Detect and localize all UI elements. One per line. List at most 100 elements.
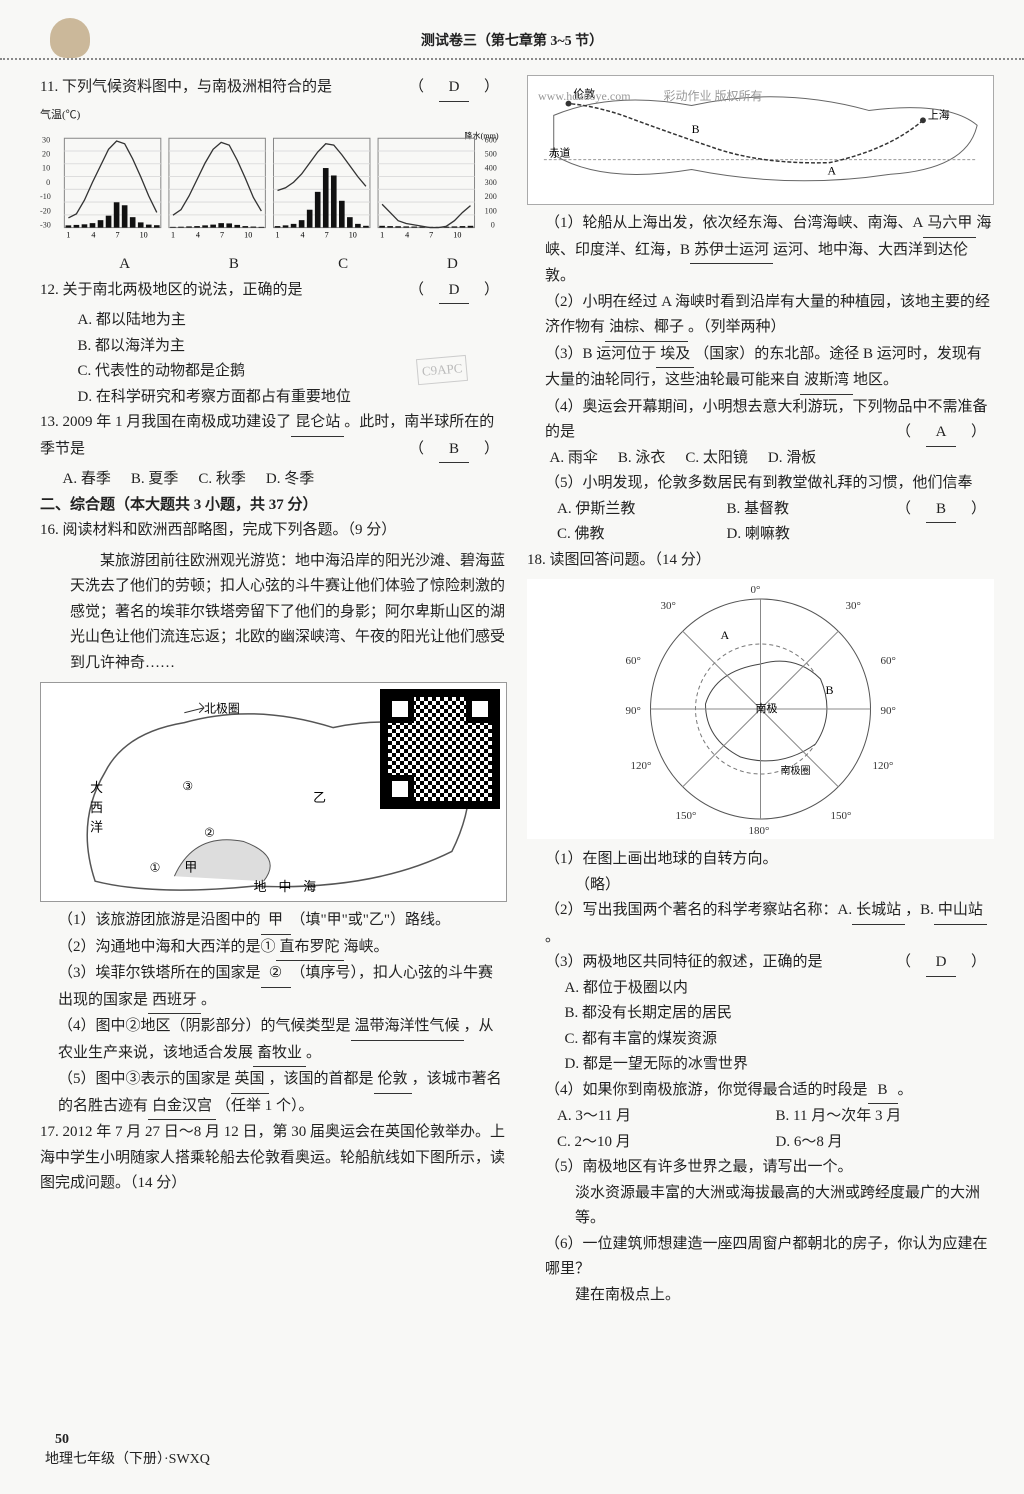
q17-sub5: （5）小明发现，伦敦多数居民有到教堂做礼拜的习惯，他们信奉 （ B ） [527,471,994,497]
svg-text:4: 4 [405,231,409,240]
q16s4-t3: 。 [306,1045,321,1061]
svg-text:150°: 150° [831,810,852,822]
svg-text:-10: -10 [40,192,51,201]
q13-station: 昆仑站 [291,410,344,437]
q16-passage: 某旅游团前往欧洲观光游览：地中海沿岸的阳光沙滩、碧海蓝天洗去了他们的劳顿；扣人心… [40,549,507,677]
q16s3-t3: 。 [201,992,216,1008]
q13-opt-d: D. 冬季 [266,467,314,493]
q11-charts: 302010 0-10-20-30 600500400 3002001000 降… [40,128,507,248]
svg-text:20: 20 [42,150,50,159]
q18s4-d: D. 6～8 月 [776,1130,995,1156]
q18-sub6: （6）一位建筑师想建造一座四周窗户都朝北的房子，你认为应建在哪里？ 建在南极点上… [527,1232,994,1309]
svg-text:中: 中 [278,880,291,894]
q17s1-a1: 马六甲 [923,211,976,238]
q17s4-a: A. 雨伞 [550,446,598,472]
svg-text:-20: -20 [40,207,51,216]
q13-stem1: 13. 2009 年 1 月我国在南极成功建设了 [40,414,291,430]
left-column: 11. 下列气候资料图中，与南极洲相符合的是 （ D ） 气温(℃) 30201… [40,75,507,1308]
map-atlantic: 大 [90,781,103,795]
q17-sub3: （3）B 运河位于埃及（国家）的东北部。途径 B 运河时，发现有大量的油轮同行，… [527,342,994,395]
q11-ylabel: 气温(℃) [40,106,507,125]
q17s4-ans: A [926,420,956,447]
svg-text:30°: 30° [661,600,676,612]
q17s5-c: C. 佛教 [557,522,726,548]
q18s2-t1: （2）写出我国两个著名的科学考察站名称：A. [545,902,852,918]
svg-text:120°: 120° [631,760,652,772]
q17s2-a: 油棕、椰子 [605,315,688,342]
world-route-map: www.hdzuoye.com 彩动作业 版权所有 赤道 上海 伦敦 A B [527,75,994,205]
q13-opt-a: A. 春季 [63,467,111,493]
header-title: 测试卷三（第七章第 3~5 节） [421,30,603,54]
q18s4-t2: 。 [898,1082,913,1098]
q17s3-a2: 波斯湾 [800,368,853,395]
polar-center: 南极 [756,701,778,715]
q17s2-t2: 。（列举两种） [688,319,786,335]
svg-text:0°: 0° [751,584,761,596]
q18s2-a1: 长城站 [852,898,905,925]
q17-sub4: （4）奥运会开幕期间，小明想去意大利游玩，下列物品中不需准备的是 （ A ） [527,395,994,446]
q18-sub3: （3）两极地区共同特征的叙述，正确的是 （ D ） [527,950,994,976]
q18s1-ans: （略） [545,873,994,899]
q12-answer: D [439,278,469,305]
wm2: 彩动作业 版权所有 [664,89,763,103]
svg-text:60°: 60° [881,655,896,667]
q13: 13. 2009 年 1 月我国在南极成功建设了昆仑站。此时，南半球所在的季节是… [40,410,507,462]
q16-sub1: （1）该旅游团旅游是沿图中的甲（填"甲"或"乙"）路线。 [40,908,507,935]
mascot-icon [50,18,90,58]
svg-text:1: 1 [171,231,175,240]
svg-text:7: 7 [115,231,119,240]
q16s1-ans: 甲 [261,908,291,935]
q12-opt-c-wrap: C. 代表性的动物都是企鹅 C9APC [78,359,508,385]
q18s6-t: （6）一位建筑师想建造一座四周窗户都朝北的房子，你认为应建在哪里？ [545,1232,994,1283]
q11-stem: 11. 下列气候资料图中，与南极洲相符合的是 [40,79,332,95]
q17s5-t1: （5）小明发现，伦敦多数居民有到教堂做礼拜的习惯，他们信奉 [545,475,973,491]
svg-text:500: 500 [485,150,497,159]
q16s3-t1: （3）埃菲尔铁塔所在的国家是 [58,965,261,981]
polar-a: A [721,628,730,642]
q18s2-t3: 。 [545,929,560,945]
q16s5-a3: 白金汉宫 [148,1094,216,1121]
q13-opt-c: C. 秋季 [198,467,246,493]
q17s5-b: B. 基督教 [726,497,895,523]
map-equator: 赤道 [549,146,571,160]
svg-text:150°: 150° [676,810,697,822]
svg-text:B: B [692,122,700,136]
q17s5-d: D. 喇嘛教 [726,522,895,548]
q17s4-c: C. 太阳镜 [685,446,748,472]
q17s1-a2: 苏伊士运河 [690,238,773,265]
section2-title: 二、综合题（本大题共 3 小题，共 37 分） [40,493,507,519]
qr-code [380,689,500,809]
svg-text:②: ② [204,826,215,840]
svg-text:7: 7 [325,231,329,240]
chart-label-b: B [179,252,288,278]
q18s4-opts: A. 3～11 月 B. 11 月～次年 3 月 C. 2～10 月 D. 6～… [527,1104,994,1155]
q16-sub3: （3）埃菲尔铁塔所在的国家是②（填序号），扣人心弦的斗牛赛出现的国家是西班牙。 [40,961,507,1014]
svg-text:100: 100 [485,207,497,216]
svg-text:10: 10 [140,231,148,240]
q12-opt-d: D. 在科学研究和考察方面都占有重要地位 [78,385,508,411]
q17s4-d: D. 滑板 [768,446,816,472]
svg-text:西: 西 [90,801,103,815]
svg-text:洋: 洋 [90,821,103,835]
svg-text:30°: 30° [846,600,861,612]
footer-book: 地理七年级（下册）·SWXQ [45,1448,210,1472]
q18s3-t: （3）两极地区共同特征的叙述，正确的是 [545,954,823,970]
q18s3-d: D. 都是一望无际的冰雪世界 [565,1052,995,1078]
svg-text:4: 4 [91,231,95,240]
svg-text:1: 1 [276,231,280,240]
svg-text:0: 0 [491,221,495,230]
q16s3-a2: 西班牙 [148,988,201,1015]
q18s6-ans: 建在南极点上。 [545,1283,994,1309]
q16s4-a1: 温带海洋性气候 [351,1014,464,1041]
q18s3-ans: D [926,950,956,977]
q18s5-t: （5）南极地区有许多世界之最，请写出一个。 [545,1155,994,1181]
q16-stem: 16. 阅读材料和欧洲西部略图，完成下列各题。（9 分） [40,518,507,544]
watermark: www.hdzuoye.com 彩动作业 版权所有 [538,86,763,106]
q17s3-t1: （3）B 运河位于 [545,346,656,362]
q16s2-ans: 直布罗陀 [276,935,344,962]
svg-text:10: 10 [42,164,50,173]
polar-b: B [826,683,834,697]
chart-label-a: A [70,252,179,278]
q18s3-c: C. 都有丰富的煤炭资源 [565,1027,995,1053]
q18-sub5: （5）南极地区有许多世界之最，请写出一个。 淡水资源最丰富的大洲或海拔最高的大洲… [527,1155,994,1232]
